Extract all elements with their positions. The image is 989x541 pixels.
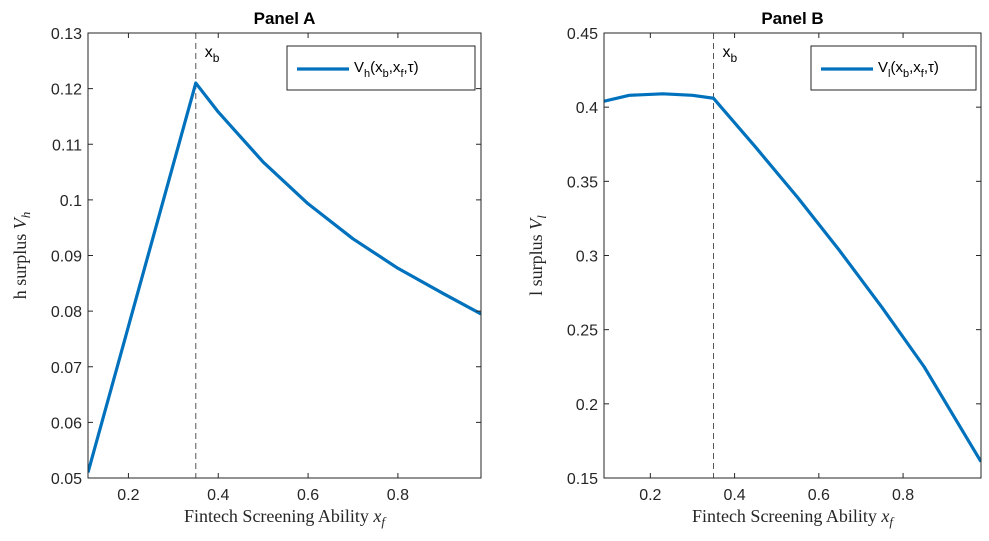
panel-a: Panel A 0.2 0.4 0.6 0.8 0.05 0.06 0.07 0.08 0.09 0…: [10, 9, 482, 529]
y-tick-label: 0.45: [567, 26, 598, 43]
y-tick-label: 0.09: [51, 249, 82, 266]
y-tick-label: 0.12: [51, 82, 82, 99]
y-axis-label: l surplus Vl: [526, 215, 549, 296]
series-line: [88, 81, 481, 473]
x-tick-label: 0.4: [207, 487, 229, 504]
y-tick-label: 0.3: [576, 249, 598, 266]
chart-title: Panel B: [761, 9, 823, 28]
xb-annotation: xb: [205, 44, 220, 65]
x-tick-label: 0.6: [808, 487, 830, 504]
legend: Vl(xb,xf,τ): [810, 45, 977, 91]
plot-frame: [603, 32, 982, 479]
y-tick-label: 0.11: [52, 137, 82, 154]
y-tick-label: 0.1: [60, 193, 82, 210]
x-tick-label: 0.6: [297, 487, 319, 504]
y-tick-label: 0.4: [576, 100, 598, 117]
x-tick-label: 0.8: [892, 487, 914, 504]
series-line: [604, 92, 981, 463]
chart-title: Panel A: [254, 9, 316, 28]
x-tick-label: 0.2: [639, 487, 661, 504]
y-tick-label: 0.13: [51, 26, 82, 43]
y-tick-label: 0.35: [567, 174, 598, 191]
y-tick-label: 0.05: [51, 471, 82, 488]
x-axis-label: Fintech Screening Ability xf: [184, 506, 387, 529]
x-tick-label: 0.2: [117, 487, 139, 504]
y-tick-label: 0.07: [51, 360, 82, 377]
y-axis-label: h surplus Vh: [10, 212, 33, 300]
y-tick-label: 0.08: [51, 304, 82, 321]
y-tick-label: 0.25: [567, 323, 598, 340]
legend: Vh(xb,xf,τ): [286, 45, 476, 91]
legend-entry: Vl(xb,xf,τ): [878, 59, 939, 80]
y-tick-label: 0.06: [51, 415, 82, 432]
panel-b: Panel B 0.2 0.4 0.6 0.8 0.15 0.2 0.25 0.3 0.35 0.4…: [526, 9, 982, 529]
legend-entry: Vh(xb,xf,τ): [354, 59, 419, 80]
y-tick-label: 0.2: [576, 397, 598, 414]
x-axis-label: Fintech Screening Ability xf: [692, 506, 895, 529]
x-tick-label: 0.8: [387, 487, 409, 504]
y-tick-label: 0.15: [567, 471, 598, 488]
x-tick-label: 0.4: [723, 487, 745, 504]
xb-annotation: xb: [723, 44, 738, 65]
